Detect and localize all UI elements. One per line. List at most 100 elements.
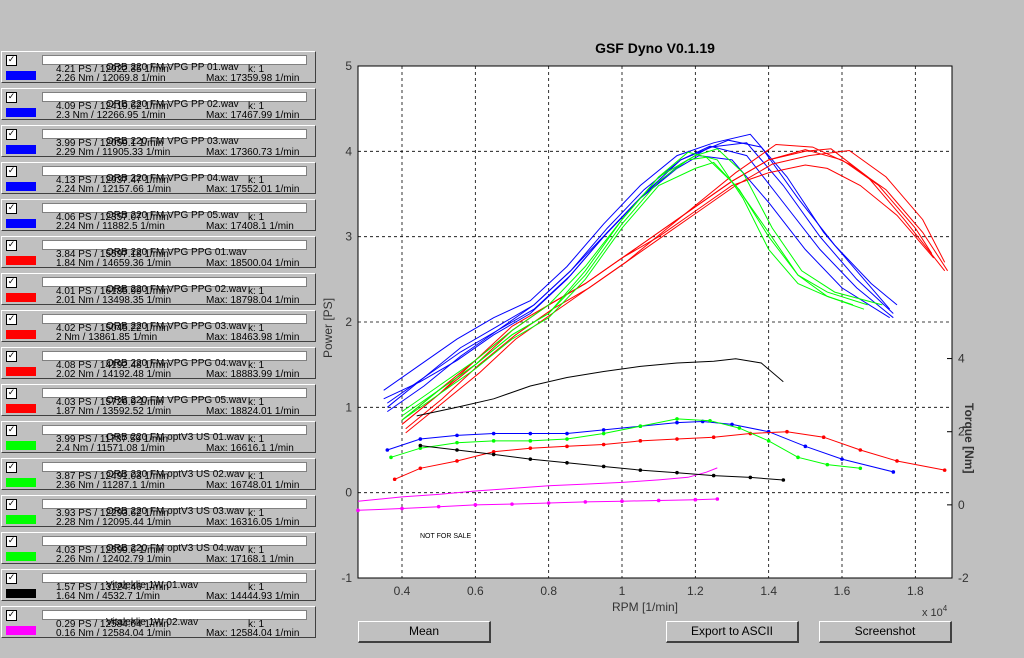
run-entry[interactable]: ✓ ORB 220 FM VPG PP 01.wav 4.21 PS / 12922…: [1, 51, 316, 83]
run-name-field[interactable]: [42, 203, 307, 213]
run-entry[interactable]: ✓ ORB 220 FM VPG PP 05.wav 4.06 PS / 12357…: [1, 199, 316, 231]
run-checkbox[interactable]: ✓: [6, 92, 17, 103]
run-color-swatch[interactable]: [6, 330, 36, 339]
run-name: Vitaleklie 1W 01.wav: [106, 580, 199, 591]
run-torque-peak: 2.28 Nm / 12095.44 1/min: [56, 517, 172, 527]
run-name-field[interactable]: [42, 425, 307, 435]
run-checkbox[interactable]: ✓: [6, 314, 17, 325]
run-entry[interactable]: ✓ ORB 220 FM optV3 US 02.wav 3.87 PS / 124…: [1, 458, 316, 490]
run-power-peak: 4.09 PS / 12419.62 1/min: [56, 101, 169, 112]
run-entry[interactable]: ✓ ORB 220 FM VPG PP 04.wav 4.13 PS / 12937…: [1, 162, 316, 194]
run-entry[interactable]: ✓ Vitaleklie 1W 01.wav 1.57 PS / 13124.46 …: [1, 569, 316, 601]
run-entry[interactable]: ✓ ORB 220 FM VPG PPG 04.wav 4.08 PS / 1419…: [1, 347, 316, 379]
run-max-rpm: Max: 17408.1 1/min: [206, 221, 294, 231]
run-entry[interactable]: ✓ ORB 220 FM optV3 US 04.wav 4.03 PS / 125…: [1, 532, 316, 564]
run-color-swatch[interactable]: [6, 626, 36, 635]
run-checkbox[interactable]: ✓: [6, 129, 17, 140]
y-left-tick-label: 4: [345, 144, 352, 158]
run-name-field[interactable]: [42, 314, 307, 324]
run-torque-peak: 2.29 Nm / 11905.33 1/min: [56, 147, 171, 157]
run-checkbox[interactable]: ✓: [6, 499, 17, 510]
run-color-swatch[interactable]: [6, 515, 36, 524]
run-k-factor: k: 1: [248, 175, 265, 186]
run-color-swatch[interactable]: [6, 219, 36, 228]
run-name-field[interactable]: [42, 499, 307, 509]
run-color-swatch[interactable]: [6, 71, 36, 80]
run-entry[interactable]: ✓ ORB 220 FM VPG PP 02.wav 4.09 PS / 12419…: [1, 88, 316, 120]
run-color-swatch[interactable]: [6, 108, 36, 117]
run-max-rpm: Max: 16616.1 1/min: [206, 443, 294, 453]
run-max-rpm: Max: 17168.1 1/min: [206, 554, 294, 564]
run-name-field[interactable]: [42, 610, 307, 620]
run-color-swatch[interactable]: [6, 182, 36, 191]
run-color-swatch[interactable]: [6, 145, 36, 154]
run-checkbox[interactable]: ✓: [6, 351, 17, 362]
run-checkbox[interactable]: ✓: [6, 203, 17, 214]
series-point: [715, 497, 720, 501]
series-point: [638, 468, 643, 472]
x-axis-label: RPM [1/min]: [612, 600, 678, 614]
run-name-field[interactable]: [42, 166, 307, 176]
run-color-swatch[interactable]: [6, 441, 36, 450]
series-point: [565, 444, 569, 449]
run-k-factor: k: 1: [248, 286, 265, 297]
run-name-field[interactable]: [42, 92, 307, 102]
run-entry[interactable]: ✓ ORB 220 FM VPG PPG 02.wav 4.01 PS / 1618…: [1, 273, 316, 305]
run-checkbox[interactable]: ✓: [6, 166, 17, 177]
run-entry[interactable]: ✓ ORB 220 FM optV3 US 03.wav 3.93 PS / 122…: [1, 495, 316, 527]
run-name: ORB 220 FM VPG PP 04.wav: [106, 173, 239, 184]
run-checkbox[interactable]: ✓: [6, 277, 17, 288]
run-name-field[interactable]: [42, 277, 307, 287]
run-max-rpm: Max: 18798.04 1/min: [206, 295, 300, 305]
run-name-field[interactable]: [42, 55, 307, 65]
run-checkbox[interactable]: ✓: [6, 55, 17, 66]
run-name-field[interactable]: [42, 129, 307, 139]
run-name-field[interactable]: [42, 573, 307, 583]
run-name-field[interactable]: [42, 536, 307, 546]
run-name-field[interactable]: [42, 462, 307, 472]
run-max-rpm: Max: 16748.01 1/min: [206, 480, 300, 490]
screenshot-button[interactable]: Screenshot: [819, 621, 952, 643]
series-point: [473, 503, 478, 507]
run-entry[interactable]: ✓ ORB 220 FM optV3 US 01.wav 3.99 PS / 117…: [1, 421, 316, 453]
run-entry[interactable]: ✓ Vitaleklie 1W 02.wav 0.29 PS / 12584.04 …: [1, 606, 316, 638]
run-color-swatch[interactable]: [6, 404, 36, 413]
run-name-field[interactable]: [42, 240, 307, 250]
run-entry[interactable]: ✓ ORB 220 FM VPG PPG 05.wav 4.03 PS / 1572…: [1, 384, 316, 416]
run-checkbox[interactable]: ✓: [6, 425, 17, 436]
series-point: [392, 477, 397, 482]
run-torque-peak: 2.24 Nm / 11882.5 1/min: [56, 221, 165, 231]
series-point: [675, 417, 679, 421]
run-color-swatch[interactable]: [6, 478, 36, 487]
run-checkbox[interactable]: ✓: [6, 462, 17, 473]
run-color-swatch[interactable]: [6, 293, 36, 302]
run-k-factor: k: 1: [248, 508, 265, 519]
run-k-factor: k: 1: [248, 471, 265, 482]
run-entry[interactable]: ✓ ORB 220 FM VPG PP 03.wav 3.99 PS / 12059…: [1, 125, 316, 157]
run-checkbox[interactable]: ✓: [6, 536, 17, 547]
run-name: ORB 220 FM VPG PP 03.wav: [106, 136, 239, 147]
series-point: [400, 506, 404, 511]
mean-button[interactable]: Mean: [358, 621, 491, 643]
run-color-swatch[interactable]: [6, 256, 36, 265]
run-color-swatch[interactable]: [6, 552, 36, 561]
run-name: ORB 220 FM optV3 US 04.wav: [106, 543, 245, 554]
run-checkbox[interactable]: ✓: [6, 573, 17, 584]
run-name: ORB 220 FM VPG PPG 03.wav: [106, 321, 247, 332]
series-line: [401, 148, 883, 413]
run-checkbox[interactable]: ✓: [6, 610, 17, 621]
run-k-factor: k: 1: [248, 397, 265, 408]
run-checkbox[interactable]: ✓: [6, 388, 17, 399]
run-color-swatch[interactable]: [6, 589, 36, 598]
run-checkbox[interactable]: ✓: [6, 240, 17, 251]
series-point: [601, 431, 606, 436]
run-name-field[interactable]: [42, 388, 307, 398]
run-name-field[interactable]: [42, 351, 307, 361]
run-entry[interactable]: ✓ ORB 220 FM VPG PPG 03.wav 4.02 PS / 1504…: [1, 310, 316, 342]
export-ascii-button[interactable]: Export to ASCII: [666, 621, 799, 643]
series-point: [356, 508, 360, 513]
run-color-swatch[interactable]: [6, 367, 36, 376]
series-point: [418, 443, 423, 448]
run-entry[interactable]: ✓ ORB 220 FM VPG PPG 01.wav 3.84 PS / 1559…: [1, 236, 316, 268]
series-point: [620, 499, 624, 504]
